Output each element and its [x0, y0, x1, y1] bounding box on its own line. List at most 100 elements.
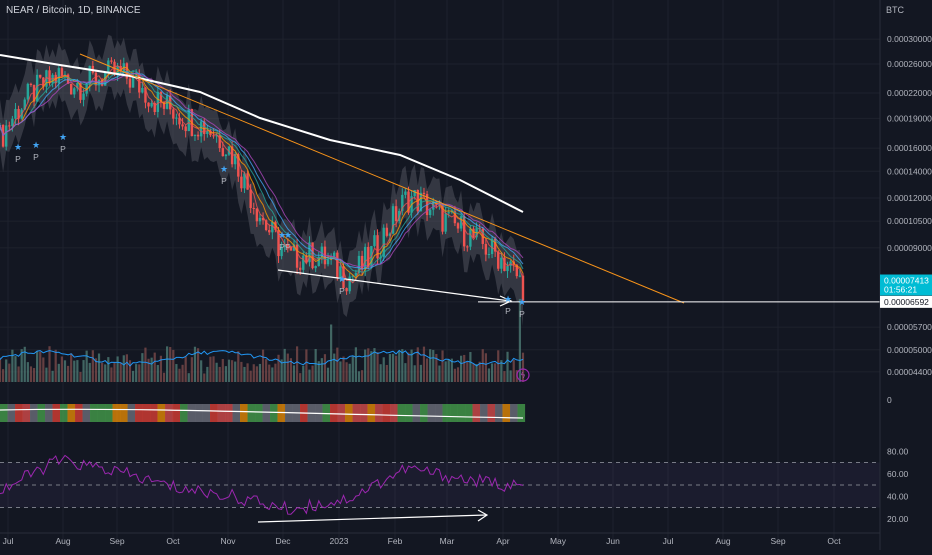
heat-strip-cell: [15, 404, 23, 422]
volume-bar: [51, 370, 54, 382]
volume-bar: [280, 359, 283, 382]
price-axis-label: 0.00016000: [887, 143, 932, 153]
heat-strip-cell: [105, 404, 113, 422]
heat-strip-cell: [225, 404, 233, 422]
volume-bar: [422, 346, 426, 382]
volume-bar: [416, 347, 419, 382]
candle-body: [48, 70, 51, 84]
volume-bar: [450, 358, 453, 382]
current-price-tag: [880, 274, 932, 296]
time-axis-label: Nov: [220, 536, 236, 546]
volume-bar: [497, 350, 500, 382]
time-axis-label: Apr: [496, 536, 509, 546]
candle-body: [159, 91, 163, 103]
volume-bar: [206, 366, 209, 382]
candle-body: [289, 246, 293, 251]
heat-strip-cell: [82, 404, 91, 422]
candle-body: [456, 223, 460, 229]
volume-bar: [36, 351, 39, 382]
candle-body: [221, 148, 225, 157]
candle-body: [394, 206, 398, 222]
long-moving-average: [0, 54, 524, 213]
volume-bar: [311, 365, 314, 382]
price-axis-label: 0.00005700: [887, 322, 932, 332]
volume-bar: [156, 365, 159, 382]
candle-body: [199, 121, 203, 137]
volume-bar: [289, 358, 292, 382]
time-axis-label: Sep: [770, 536, 785, 546]
volume-bar: [138, 364, 141, 382]
signal-markers: ★ P ★ P ★ P ★ P ★ P ★ P ★ P ★ P ★ P: [14, 132, 526, 319]
volume-bar: [94, 358, 98, 382]
volume-bar: [153, 352, 156, 382]
price-axis-label: 0.00012000: [887, 193, 932, 203]
volume-bar: [14, 356, 17, 382]
volume-bar: [175, 364, 178, 382]
heat-strip-cell: [7, 404, 16, 422]
volume-bar: [345, 362, 348, 382]
candle-body: [506, 265, 509, 272]
volume-bar: [490, 363, 494, 382]
candle-body: [110, 60, 113, 62]
candle-body: [212, 135, 215, 137]
volume-bar: [382, 357, 385, 382]
volume-bar: [135, 364, 138, 382]
level-price-text: 0.00006592: [884, 297, 929, 307]
volume-bar: [376, 352, 379, 382]
heat-strip-cell: [510, 404, 518, 422]
time-axis-label: Jul: [663, 536, 674, 546]
time-axis-label: Jul: [3, 536, 14, 546]
volume-bar: [57, 363, 60, 382]
candle-body: [237, 154, 240, 177]
volume-bar: [460, 355, 463, 382]
candle-body: [209, 131, 212, 136]
volume-ma-line: [0, 349, 524, 367]
candle-body: [333, 252, 336, 257]
candle-body: [317, 256, 320, 267]
rsi-axis-label: 20.00: [887, 514, 909, 524]
volume-bar: [317, 361, 320, 382]
candle-body: [367, 246, 370, 267]
volume-bar: [45, 367, 48, 382]
heat-strip-cell: [22, 404, 31, 422]
candle-body: [203, 121, 206, 134]
candle-body: [268, 230, 271, 233]
candle-body: [14, 108, 17, 119]
heat-strip-cell: [127, 404, 136, 422]
volume-bar: [48, 346, 51, 382]
candle-body: [484, 243, 488, 255]
volatility-band: [0, 34, 523, 327]
ribbon-ma-line: [0, 66, 524, 279]
volume-bar: [512, 359, 515, 382]
volume-bar: [435, 353, 438, 382]
volume-bar: [144, 347, 147, 382]
volume-bar: [212, 356, 215, 382]
volume-bar: [91, 350, 94, 382]
candle-body: [29, 83, 33, 86]
volume-bar: [274, 363, 277, 382]
candle-body: [342, 266, 345, 289]
candle-body: [432, 202, 435, 210]
volume-bar: [388, 353, 392, 382]
volume-bar: [500, 360, 503, 382]
heat-strip-cell: [97, 404, 106, 422]
candle-body: [261, 217, 265, 221]
volume-bar: [413, 365, 416, 382]
candle-body: [141, 87, 144, 93]
symbol-title[interactable]: NEAR / Bitcoin, 1D, BINANCE: [6, 5, 141, 16]
price-axis-label: 0.00014000: [887, 166, 932, 176]
candle-body: [354, 272, 358, 276]
heat-strip-cell: [142, 404, 151, 422]
bands-overlay: [0, 34, 526, 422]
candle-body: [144, 87, 147, 103]
volume-bar: [54, 349, 57, 382]
rsi-line: [0, 454, 524, 515]
volume-bar: [23, 346, 26, 382]
heat-strip-cell: [45, 404, 53, 422]
volume-bar: [295, 346, 299, 382]
volume-bar: [283, 348, 286, 382]
volume-bar: [438, 365, 441, 382]
